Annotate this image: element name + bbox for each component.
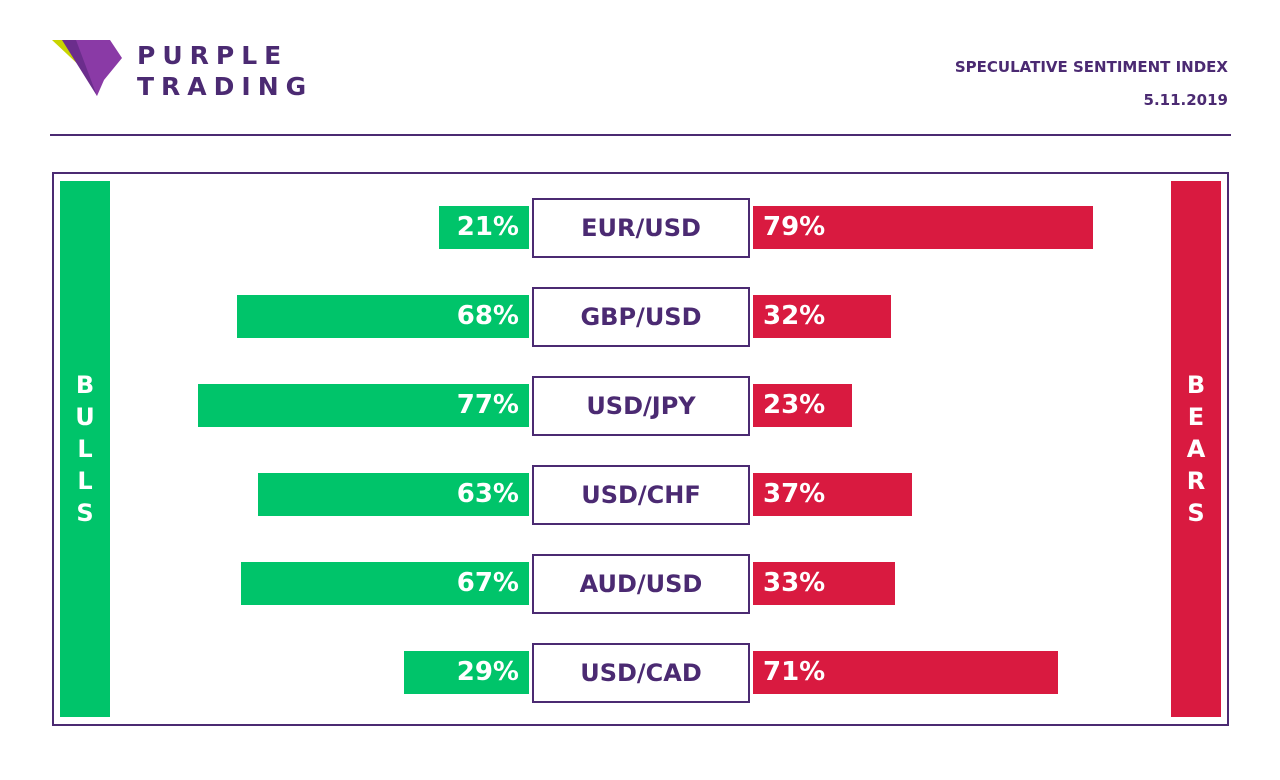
chart-frame bbox=[52, 172, 1229, 726]
report-header: SPECULATIVE SENTIMENT INDEX 5.11.2019 bbox=[955, 58, 1228, 124]
bulls-bar: 29% bbox=[404, 651, 529, 694]
header-divider bbox=[50, 134, 1231, 136]
bears-bar: 32% bbox=[753, 295, 891, 338]
side-label-letter: U bbox=[75, 403, 95, 431]
bears-bar: 23% bbox=[753, 384, 852, 427]
currency-pair-label: GBP/USD bbox=[532, 287, 750, 347]
side-label-letter: S bbox=[76, 499, 94, 527]
bulls-bar: 21% bbox=[438, 206, 529, 249]
side-label-letter: R bbox=[1186, 467, 1206, 495]
bears-bar: 33% bbox=[753, 562, 895, 605]
report-title: SPECULATIVE SENTIMENT INDEX bbox=[954, 58, 1228, 76]
brand-name: PURPLE TRADING bbox=[137, 40, 313, 102]
side-label-letter: B bbox=[1186, 371, 1206, 399]
bears-bar: 79% bbox=[753, 206, 1093, 249]
currency-pair-label: AUD/USD bbox=[532, 554, 750, 614]
bulls-bar: 77% bbox=[197, 384, 529, 427]
bears-bar: 37% bbox=[753, 473, 913, 516]
bulls-bar: 68% bbox=[236, 295, 529, 338]
side-label-letter: A bbox=[1186, 435, 1206, 463]
side-label-letter: L bbox=[77, 435, 93, 463]
bulls-bar: 63% bbox=[258, 473, 529, 516]
currency-pair-label: USD/CHF bbox=[532, 465, 750, 525]
bulls-bar: 67% bbox=[240, 562, 529, 605]
brand-line-1: PURPLE bbox=[137, 41, 289, 70]
side-label-letter: S bbox=[1187, 499, 1205, 527]
report-date: 5.11.2019 bbox=[1143, 91, 1228, 109]
side-label-letter: B bbox=[75, 371, 95, 399]
currency-pair-label: USD/CAD bbox=[532, 643, 750, 703]
currency-pair-label: USD/JPY bbox=[532, 376, 750, 436]
side-label-letter: L bbox=[77, 467, 93, 495]
bears-bar: 71% bbox=[753, 651, 1059, 694]
side-label-letter: E bbox=[1187, 403, 1205, 431]
currency-pair-label: EUR/USD bbox=[532, 198, 750, 258]
brand-line-2: TRADING bbox=[137, 72, 314, 101]
purple-trading-logo bbox=[52, 40, 122, 96]
